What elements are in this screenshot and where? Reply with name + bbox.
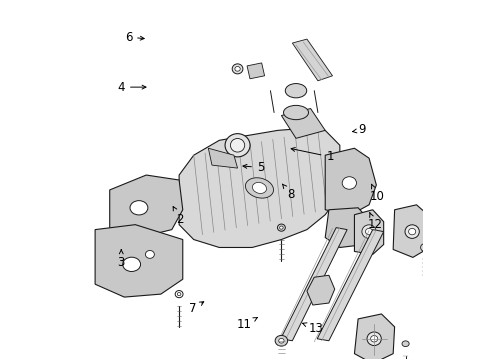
Text: 5: 5 xyxy=(243,161,264,174)
Ellipse shape xyxy=(342,177,356,189)
Polygon shape xyxy=(317,230,383,341)
Polygon shape xyxy=(292,39,332,81)
Text: 1: 1 xyxy=(290,148,333,163)
Text: 8: 8 xyxy=(282,184,294,201)
Text: 7: 7 xyxy=(188,302,203,315)
Polygon shape xyxy=(208,148,237,168)
Text: 3: 3 xyxy=(117,250,125,269)
Ellipse shape xyxy=(474,206,488,220)
Text: 6: 6 xyxy=(124,31,144,44)
Polygon shape xyxy=(95,225,183,297)
Text: 10: 10 xyxy=(368,184,384,203)
Polygon shape xyxy=(179,129,339,247)
Polygon shape xyxy=(306,275,334,305)
Polygon shape xyxy=(459,185,488,238)
Text: 4: 4 xyxy=(117,81,146,94)
Ellipse shape xyxy=(177,293,181,296)
Ellipse shape xyxy=(278,338,284,343)
Polygon shape xyxy=(325,148,376,215)
Ellipse shape xyxy=(245,178,273,198)
Polygon shape xyxy=(354,210,383,255)
Ellipse shape xyxy=(279,226,283,229)
Ellipse shape xyxy=(130,201,147,215)
Ellipse shape xyxy=(230,139,244,152)
Ellipse shape xyxy=(145,251,154,258)
Text: 9: 9 xyxy=(352,123,366,136)
Ellipse shape xyxy=(420,244,426,251)
Ellipse shape xyxy=(404,225,418,238)
Ellipse shape xyxy=(370,336,377,342)
Polygon shape xyxy=(456,235,488,281)
Ellipse shape xyxy=(224,134,249,157)
Ellipse shape xyxy=(275,336,287,346)
Ellipse shape xyxy=(277,224,285,231)
Text: 11: 11 xyxy=(237,318,257,331)
Ellipse shape xyxy=(361,225,375,238)
Ellipse shape xyxy=(283,105,308,120)
Ellipse shape xyxy=(366,332,381,346)
Ellipse shape xyxy=(175,291,183,298)
Polygon shape xyxy=(354,314,394,360)
Ellipse shape xyxy=(365,228,372,235)
Polygon shape xyxy=(280,228,346,341)
Text: 2: 2 xyxy=(173,207,183,226)
Ellipse shape xyxy=(122,257,140,271)
Ellipse shape xyxy=(232,64,243,74)
Polygon shape xyxy=(246,63,264,79)
Polygon shape xyxy=(392,205,430,257)
Text: 12: 12 xyxy=(366,213,382,231)
Ellipse shape xyxy=(285,84,306,98)
Ellipse shape xyxy=(408,228,415,235)
Ellipse shape xyxy=(487,306,488,312)
Polygon shape xyxy=(281,109,325,138)
Ellipse shape xyxy=(401,341,408,347)
Text: 13: 13 xyxy=(302,322,323,335)
Polygon shape xyxy=(109,175,183,238)
Polygon shape xyxy=(325,208,368,247)
Ellipse shape xyxy=(252,183,266,193)
Ellipse shape xyxy=(234,67,240,71)
